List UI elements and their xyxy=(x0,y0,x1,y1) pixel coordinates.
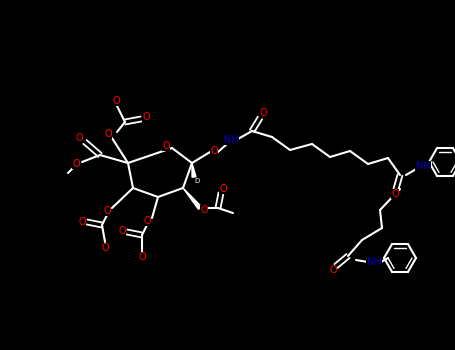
Text: O: O xyxy=(138,252,146,262)
Text: O: O xyxy=(78,217,86,227)
Text: O: O xyxy=(112,96,120,106)
Text: O: O xyxy=(219,184,227,194)
Text: D: D xyxy=(194,178,200,184)
Text: NH: NH xyxy=(367,257,381,267)
Polygon shape xyxy=(183,188,202,209)
Text: NH: NH xyxy=(415,161,430,171)
Text: O: O xyxy=(142,112,150,122)
Text: O: O xyxy=(143,216,151,226)
Text: O: O xyxy=(200,205,208,215)
Text: O: O xyxy=(103,206,111,216)
Text: O: O xyxy=(210,146,218,156)
Text: O: O xyxy=(104,129,112,139)
Polygon shape xyxy=(192,163,196,177)
Text: O: O xyxy=(259,108,267,118)
Text: O: O xyxy=(75,133,83,143)
Text: NH: NH xyxy=(223,135,238,145)
Text: O: O xyxy=(162,141,170,151)
Text: O: O xyxy=(329,265,337,275)
Text: O: O xyxy=(101,243,109,253)
Text: O: O xyxy=(118,226,126,236)
Text: O: O xyxy=(391,189,399,199)
Text: O: O xyxy=(72,159,80,169)
